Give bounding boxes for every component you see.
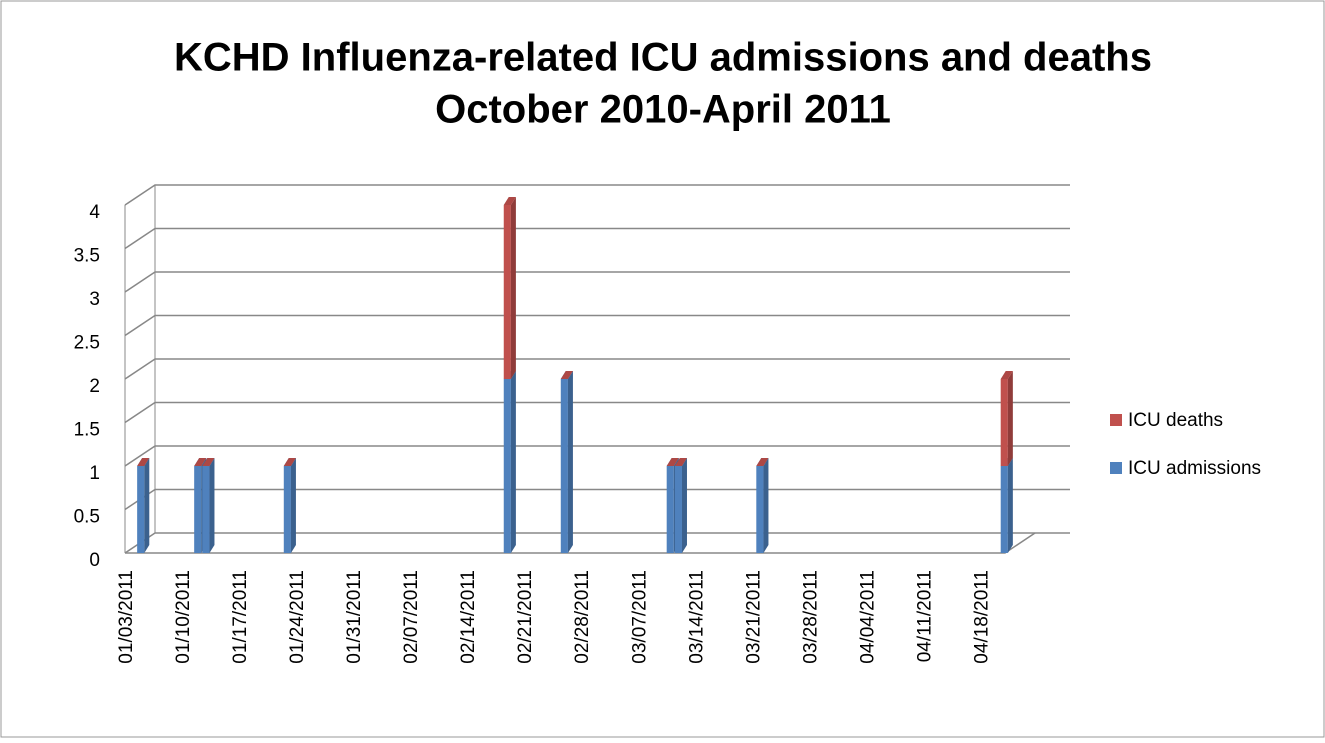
bar-side xyxy=(510,197,516,379)
bar xyxy=(503,205,511,379)
x-tick-label: 03/14/2011 xyxy=(686,570,707,664)
chart-title: October 2010-April 2011 xyxy=(435,88,891,132)
x-tick-label: 03/07/2011 xyxy=(629,570,650,664)
bar-side xyxy=(567,371,573,553)
grid-line xyxy=(124,227,1070,250)
legend-label: ICU admissions xyxy=(1128,458,1261,479)
bar-top xyxy=(560,371,573,379)
y-tick-label: 0 xyxy=(89,550,100,571)
bar-side xyxy=(290,458,296,553)
y-tick-label: 2.5 xyxy=(74,333,100,354)
x-tick-label: 01/17/2011 xyxy=(230,570,251,664)
bar-side xyxy=(510,371,516,553)
bar xyxy=(1000,466,1008,553)
bar xyxy=(137,466,145,553)
y-tick-label: 1 xyxy=(89,463,100,484)
bar xyxy=(503,379,511,553)
bar-top xyxy=(756,458,769,466)
bar-top xyxy=(194,458,207,466)
bar-side xyxy=(763,458,769,553)
legend-swatch xyxy=(1110,414,1122,426)
x-tick-label: 04/18/2011 xyxy=(971,570,992,664)
bar xyxy=(666,466,674,553)
legend-swatch xyxy=(1110,462,1122,474)
bar-side xyxy=(144,458,150,553)
grid-line xyxy=(124,314,1070,337)
chart-title: KCHD Influenza-related ICU admissions an… xyxy=(174,36,1152,80)
x-tick-label: 02/07/2011 xyxy=(401,570,422,664)
x-tick-label: 01/03/2011 xyxy=(116,570,137,664)
bar xyxy=(283,466,291,553)
bar-side xyxy=(1007,458,1013,553)
bar xyxy=(560,379,568,553)
bar-top xyxy=(674,458,687,466)
x-tick-label: 01/31/2011 xyxy=(344,570,365,664)
x-tick-label: 04/11/2011 xyxy=(914,570,935,662)
bar-top xyxy=(283,458,296,466)
grid-line xyxy=(124,358,1070,380)
y-tick-label: 3 xyxy=(89,289,100,310)
y-tick-label: 4 xyxy=(89,202,100,223)
grid-line xyxy=(124,184,1070,206)
legend-label: ICU deaths xyxy=(1128,410,1223,431)
x-tick-label: 04/04/2011 xyxy=(857,570,878,664)
bar xyxy=(756,466,764,553)
y-tick-label: 0.5 xyxy=(74,507,100,528)
bar-side xyxy=(681,458,687,553)
bar xyxy=(1000,379,1008,466)
grid-line xyxy=(124,271,1070,293)
bar-top xyxy=(1000,371,1013,379)
x-tick-label: 02/14/2011 xyxy=(458,570,479,664)
grid-line xyxy=(124,401,1070,424)
x-tick-label: 01/10/2011 xyxy=(173,570,194,664)
x-tick-label: 02/28/2011 xyxy=(572,570,593,664)
x-tick-label: 02/21/2011 xyxy=(515,570,536,664)
x-tick-label: 03/21/2011 xyxy=(743,570,764,664)
bar-top xyxy=(666,458,679,466)
y-tick-label: 2 xyxy=(89,376,100,397)
bar-top xyxy=(503,197,516,205)
bar xyxy=(194,466,202,553)
bar xyxy=(674,466,682,553)
bar-side xyxy=(1007,371,1013,466)
bar-top xyxy=(202,458,215,466)
bar xyxy=(202,466,210,553)
grid-line xyxy=(124,445,1070,467)
x-tick-label: 03/28/2011 xyxy=(800,570,821,664)
x-tick-label: 01/24/2011 xyxy=(287,570,308,664)
y-tick-label: 1.5 xyxy=(74,420,100,441)
bar-side xyxy=(209,458,215,553)
bar-top xyxy=(137,458,150,466)
y-tick-label: 3.5 xyxy=(74,246,100,267)
